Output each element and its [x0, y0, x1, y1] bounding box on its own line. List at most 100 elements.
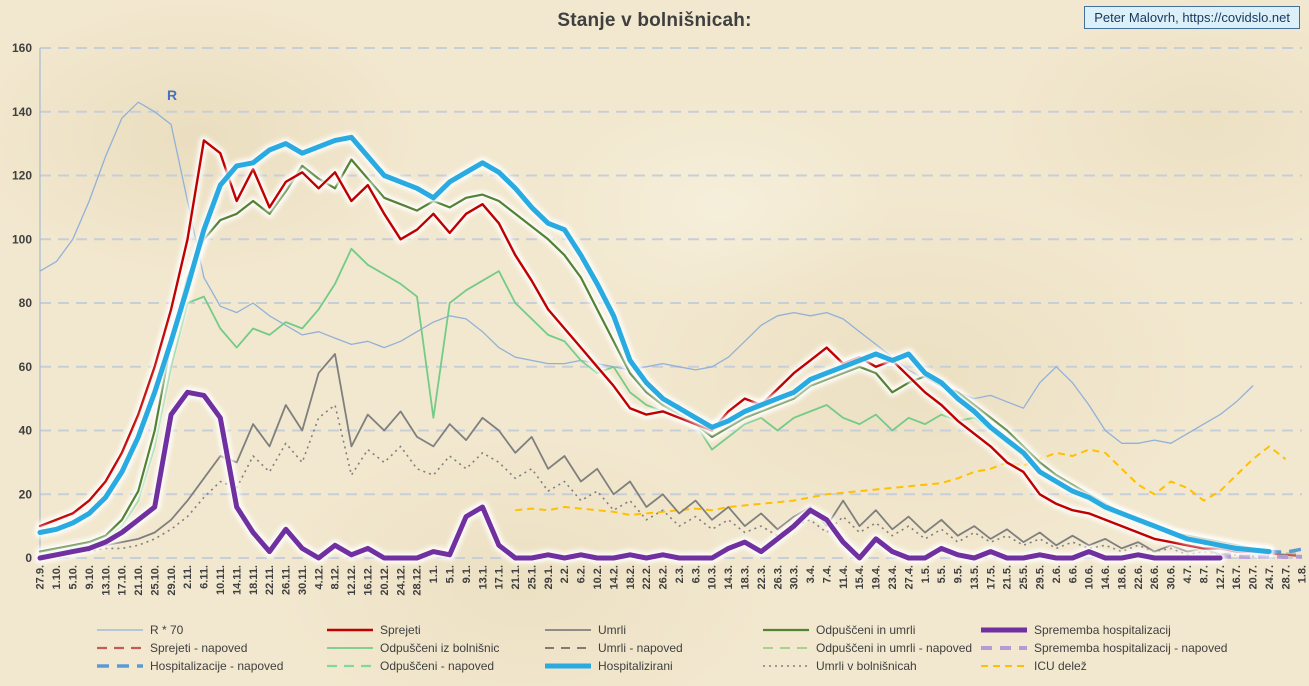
legend-item: Hospitalizacije - napoved — [95, 657, 325, 675]
x-axis-tick-label: 9.5. — [953, 565, 965, 583]
legend-item: R * 70 — [95, 621, 325, 639]
x-axis-tick-label: 17.5. — [985, 565, 997, 589]
legend-marker-line — [763, 647, 809, 649]
x-axis-tick-label: 6.11. — [199, 565, 211, 589]
legend-label: Umrli — [598, 623, 626, 637]
x-axis-tick-label: 14.6. — [1100, 565, 1112, 589]
x-axis-tick-label: 30.3. — [789, 565, 801, 589]
chart-title: Stanje v bolnišnicah: — [557, 10, 752, 31]
x-axis-tick-label: 26.6. — [1149, 565, 1161, 589]
x-axis-tick-label: 26.3. — [772, 565, 784, 589]
x-axis-tick-label: 5.10. — [68, 565, 80, 589]
x-axis-tick-label: 18.2. — [625, 565, 637, 589]
x-axis-tick-label: 13.10. — [100, 565, 112, 596]
y-axis-tick-label: 100 — [12, 232, 32, 246]
x-axis-tick-label: 4.7. — [1182, 565, 1194, 583]
series-umrli — [39, 353, 1287, 556]
y-axis-tick-label: 120 — [12, 169, 32, 183]
x-axis-tick-label: 6.2. — [576, 565, 588, 583]
x-axis-tick-label: 1.10. — [51, 565, 63, 589]
x-axis-tick-label: 29.10. — [166, 565, 178, 596]
x-axis-tick-label: 19.4. — [871, 565, 883, 589]
legend-column: Sprememba hospitalizacij Sprememba hospit… — [979, 621, 1245, 675]
x-axis-tick-label: 20.7. — [1248, 565, 1260, 589]
x-axis-tick-label: 28.12. — [412, 565, 424, 596]
legend-label: Hospitalizirani — [598, 659, 673, 673]
legend-marker-line — [327, 628, 373, 632]
series-r-70 — [39, 101, 1254, 444]
x-axis-tick-label: 6.3. — [690, 565, 702, 583]
x-axis-tick-label: 4.12. — [313, 565, 325, 589]
x-axis-tick-label: 13.5. — [969, 565, 981, 589]
legend-column: R * 70 Sprejeti - napoved Hospitalizacije … — [95, 621, 325, 675]
x-axis-tick-label: 24.7. — [1264, 565, 1276, 589]
x-axis-tick-label: 26.11. — [281, 565, 293, 595]
legend-marker-line — [981, 627, 1027, 633]
legend-marker-line — [545, 647, 591, 649]
x-axis-tick-label: 2.6. — [1051, 565, 1063, 583]
x-axis-tick-label: 22.3. — [756, 565, 768, 589]
legend-item: Odpuščeni iz bolnišnic — [325, 639, 543, 657]
legend-marker-line — [97, 629, 143, 631]
x-axis-tick-label: 24.12. — [395, 565, 407, 596]
x-axis-tick-label: 30.11. — [297, 565, 309, 595]
legend-item: Umrli v bolnišnicah — [761, 657, 979, 675]
legend-label: Sprejeti - napoved — [150, 641, 248, 655]
y-axis-tick-label: 160 — [12, 41, 32, 55]
legend-column: Odpuščeni in umrli Odpuščeni in umrli - n… — [761, 621, 979, 675]
y-axis-tick-label: 40 — [19, 424, 33, 438]
x-axis-tick-label: 5.5. — [936, 565, 948, 583]
x-axis-tick-label: 1.1. — [428, 565, 440, 583]
x-axis-tick-label: 21.10. — [133, 565, 145, 596]
legend-column: Sprejeti Odpuščeni iz bolnišnic Odpuščeni … — [325, 621, 543, 675]
legend-label: Odpuščeni in umrli - napoved — [816, 641, 973, 655]
x-axis-tick-label: 20.12. — [379, 565, 391, 596]
x-axis-tick-label: 30.6. — [1166, 565, 1178, 589]
x-axis-tick-label: 22.2. — [641, 565, 653, 589]
series-icu-dele — [515, 445, 1287, 516]
legend-item: Umrli - napoved — [543, 639, 761, 657]
series-odpu-eni-in-umrli — [38, 158, 1271, 553]
x-axis-tick-label: 16.7. — [1231, 565, 1243, 589]
legend-label: Umrli v bolnišnicah — [816, 659, 917, 673]
legend-item: Odpuščeni in umrli - napoved — [761, 639, 979, 657]
y-axis-tick-label: 80 — [19, 296, 33, 310]
series-sprememba-hospitalizacij — [37, 389, 1223, 561]
legend-item: Odpuščeni - napoved — [325, 657, 543, 675]
x-axis-tick-label: 29.5. — [1035, 565, 1047, 589]
legend-label: Odpuščeni - napoved — [380, 659, 495, 673]
x-axis-tick-label: 25.1. — [526, 565, 538, 589]
x-axis-tick-label: 10.3. — [707, 565, 719, 589]
x-axis-tick-label: 26.2. — [658, 565, 670, 589]
legend-item: ICU delež — [979, 657, 1245, 675]
x-axis-tick-label: 13.1. — [477, 565, 489, 589]
x-axis-tick-label: 27.9. — [35, 565, 47, 589]
x-axis-tick-label: 14.2. — [608, 565, 620, 589]
x-axis-tick-label: 14.3. — [723, 565, 735, 589]
legend-label: Sprememba hospitalizacij — [1034, 623, 1171, 637]
legend-label: Odpuščeni iz bolnišnic — [380, 641, 500, 655]
x-axis-tick-label: 8.12. — [330, 565, 342, 589]
x-axis-tick-label: 23.4. — [887, 565, 899, 589]
x-axis-tick-label: 5.1. — [444, 565, 456, 583]
x-axis-tick-label: 9.10. — [84, 565, 96, 589]
x-axis-tick-label: 10.11. — [215, 565, 227, 595]
x-axis-tick-label: 11.4. — [838, 565, 850, 589]
legend-label: R * 70 — [150, 623, 184, 637]
legend-item: Sprememba hospitalizacij - napoved — [979, 639, 1245, 657]
x-axis-tick-label: 3.4. — [805, 565, 817, 583]
x-axis-tick-label: 15.4. — [854, 565, 866, 589]
legend-marker-line — [763, 665, 809, 667]
legend-label: Odpuščeni in umrli — [816, 623, 916, 637]
x-axis-tick-label: 1.8. — [1297, 565, 1309, 583]
x-axis-tick-label: 2.3. — [674, 565, 686, 583]
legend-label: Sprememba hospitalizacij - napoved — [1034, 641, 1228, 655]
x-axis-tick-label: 25.5. — [1018, 565, 1030, 589]
legend-marker-line — [97, 664, 143, 668]
chart-legend: R * 70 Sprejeti - napoved Hospitalizacije … — [95, 621, 1265, 675]
x-axis-tick-label: 2.2. — [559, 565, 571, 583]
legend-item: Sprejeti - napoved — [95, 639, 325, 657]
x-axis-tick-label: 14.11. — [231, 565, 243, 595]
